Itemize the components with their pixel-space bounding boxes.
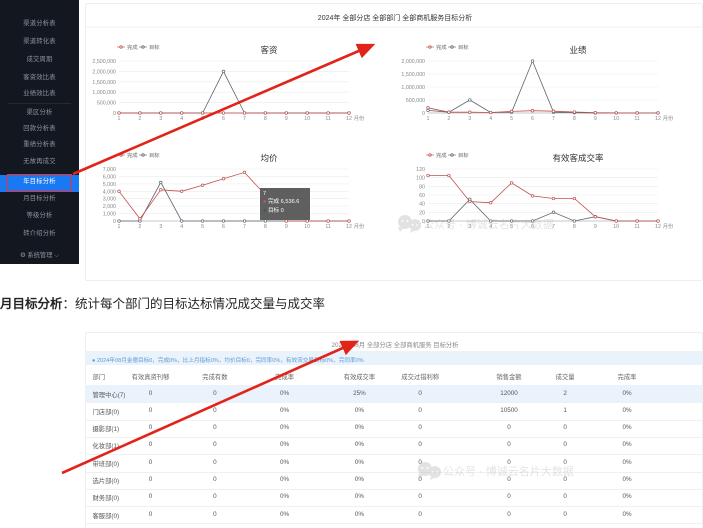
svg-text:3: 3 — [468, 116, 471, 122]
svg-text:8: 8 — [264, 116, 267, 122]
svg-text:4: 4 — [180, 224, 183, 230]
svg-text:40: 40 — [419, 202, 425, 208]
svg-text:8: 8 — [264, 224, 267, 230]
svg-text:9: 9 — [594, 224, 597, 230]
svg-text:3,000: 3,000 — [103, 197, 116, 203]
svg-text:10: 10 — [304, 224, 310, 230]
svg-text:1,500,000: 1,500,000 — [401, 72, 425, 78]
svg-text:10: 10 — [304, 116, 310, 122]
svg-text:目标: 目标 — [458, 151, 469, 159]
svg-text:0: 0 — [113, 219, 116, 225]
svg-text:9: 9 — [594, 116, 597, 122]
svg-text:7,000: 7,000 — [103, 167, 116, 173]
svg-text:月份: 月份 — [663, 222, 674, 230]
svg-text:完成: 完成 — [127, 151, 138, 159]
svg-text:60: 60 — [419, 193, 425, 199]
svg-text:500,000: 500,000 — [406, 98, 425, 104]
svg-text:2,500,000: 2,500,000 — [92, 59, 116, 65]
svg-text:1,500,000: 1,500,000 — [92, 80, 116, 86]
svg-text:1: 1 — [427, 116, 430, 122]
svg-text:月份: 月份 — [354, 222, 365, 230]
svg-text:2,000,000: 2,000,000 — [401, 59, 425, 65]
svg-text:2,000,000: 2,000,000 — [92, 69, 116, 75]
svg-text:12: 12 — [655, 224, 661, 230]
svg-text:1,000: 1,000 — [103, 212, 116, 218]
svg-text:9: 9 — [285, 116, 288, 122]
svg-text:1,000,000: 1,000,000 — [92, 90, 116, 96]
svg-text:12: 12 — [655, 116, 661, 122]
svg-text:0: 0 — [113, 111, 116, 117]
svg-text:10: 10 — [613, 116, 619, 122]
svg-text:8: 8 — [573, 116, 576, 122]
svg-text:2: 2 — [447, 116, 450, 122]
svg-text:目标: 目标 — [458, 43, 469, 51]
svg-text:目标: 目标 — [149, 43, 160, 51]
svg-text:6,000: 6,000 — [103, 174, 116, 180]
svg-text:3: 3 — [159, 224, 162, 230]
svg-text:5: 5 — [201, 224, 204, 230]
svg-text:500,000: 500,000 — [97, 101, 116, 107]
svg-text:6: 6 — [222, 116, 225, 122]
svg-text:业绩: 业绩 — [569, 45, 587, 55]
svg-text:完成: 完成 — [127, 43, 138, 51]
svg-text:完成: 完成 — [436, 151, 447, 159]
svg-text:11: 11 — [634, 116, 640, 122]
svg-text:月份: 月份 — [663, 114, 674, 122]
svg-text:5: 5 — [201, 116, 204, 122]
svg-text:12: 12 — [346, 116, 352, 122]
svg-text:12: 12 — [346, 224, 352, 230]
svg-text:20: 20 — [419, 210, 425, 216]
svg-text:80: 80 — [419, 184, 425, 190]
svg-text:1: 1 — [118, 116, 121, 122]
svg-text:2: 2 — [138, 224, 141, 230]
svg-text:有效客成交率: 有效客成交率 — [552, 153, 604, 163]
svg-text:11: 11 — [325, 116, 331, 122]
svg-text:1,000,000: 1,000,000 — [401, 85, 425, 91]
svg-text:完成: 完成 — [436, 43, 447, 51]
svg-text:10: 10 — [613, 224, 619, 230]
svg-text:120: 120 — [416, 167, 425, 173]
svg-text:11: 11 — [634, 224, 640, 230]
svg-text:公众号 · 博诚云名片大数据: 公众号 · 博诚云名片大数据 — [423, 217, 554, 231]
svg-text:8: 8 — [573, 224, 576, 230]
svg-text:100: 100 — [416, 176, 425, 182]
svg-text:2024年 全部分店 全部部门 全部商机服务目标分析: 2024年 全部分店 全部部门 全部商机服务目标分析 — [318, 13, 472, 22]
svg-text:6: 6 — [531, 116, 534, 122]
svg-text:5,000: 5,000 — [103, 182, 116, 188]
svg-text:客资: 客资 — [260, 45, 278, 55]
svg-text:4: 4 — [489, 116, 492, 122]
svg-text:11: 11 — [325, 224, 331, 230]
svg-text:9: 9 — [285, 224, 288, 230]
svg-text:7: 7 — [243, 224, 246, 230]
svg-text:4: 4 — [180, 116, 183, 122]
svg-text:5: 5 — [510, 116, 513, 122]
svg-text:月份: 月份 — [354, 114, 365, 122]
svg-text:2,000: 2,000 — [103, 204, 116, 210]
svg-text:3: 3 — [159, 116, 162, 122]
svg-text:公众号 · 博诚云名片大数据: 公众号 · 博诚云名片大数据 — [443, 464, 574, 478]
svg-text:0: 0 — [422, 111, 425, 117]
svg-text:7: 7 — [243, 116, 246, 122]
svg-text:4,000: 4,000 — [103, 189, 116, 195]
svg-text:2: 2 — [138, 116, 141, 122]
svg-text:均价: 均价 — [260, 153, 278, 163]
svg-text:1: 1 — [118, 224, 121, 230]
svg-text:7: 7 — [552, 116, 555, 122]
svg-text:目标: 目标 — [149, 151, 160, 159]
svg-text:6: 6 — [222, 224, 225, 230]
